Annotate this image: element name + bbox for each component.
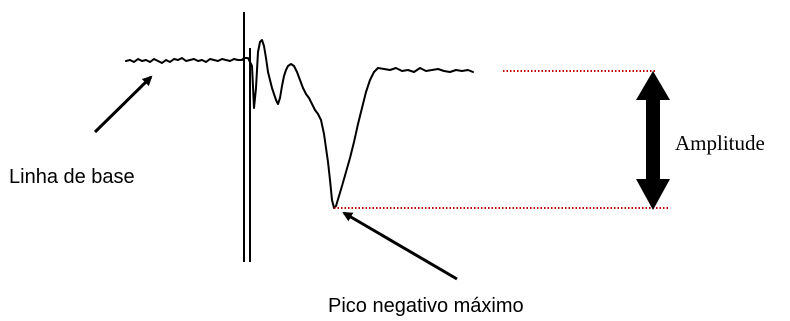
amplitude-arrow-shaft — [646, 98, 660, 181]
amplitude-arrowhead-bottom — [636, 179, 670, 210]
negative-peak-label: Pico negativo máximo — [328, 295, 524, 317]
amplitude-label: Amplitude — [675, 131, 765, 155]
baseline-label: Linha de base — [9, 166, 135, 188]
baseline-pointer-arrow — [93, 75, 153, 134]
amplitude-reference-lines — [334, 70, 670, 209]
amplitude-arrow — [636, 71, 670, 210]
amplitude-arrowhead-top — [636, 71, 670, 100]
peak-pointer-arrow — [342, 211, 458, 281]
stimulus-artifact — [243, 12, 251, 262]
waveform-trace — [125, 39, 474, 209]
